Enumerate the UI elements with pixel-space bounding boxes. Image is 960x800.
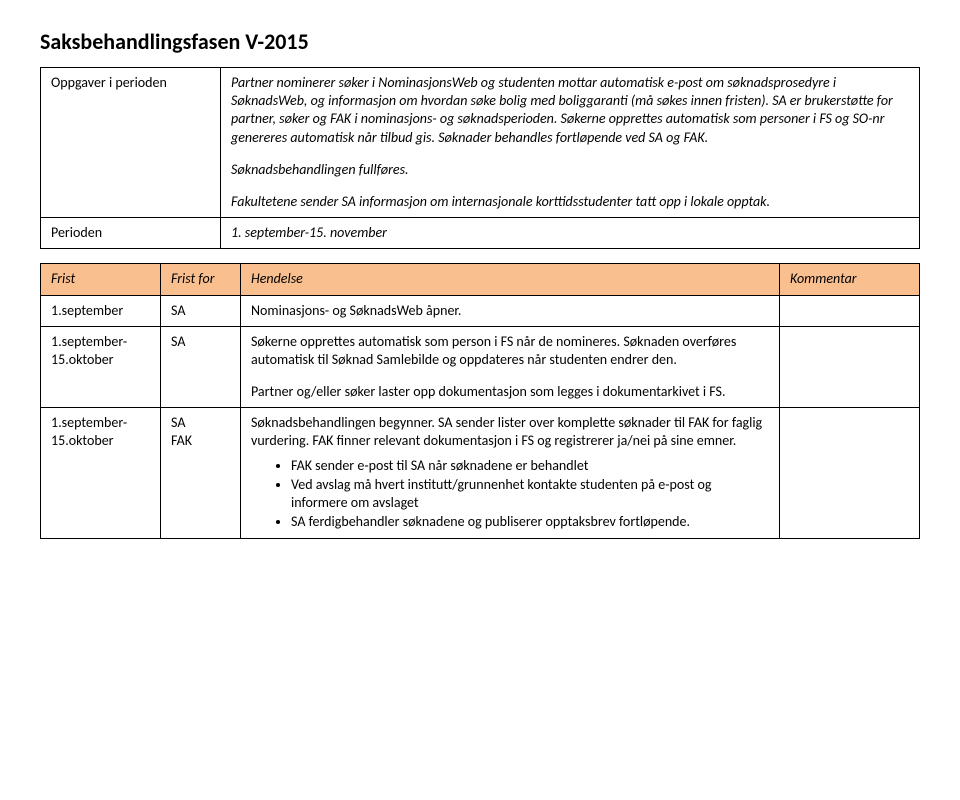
col-frist-for: Frist for <box>161 264 241 295</box>
cell-kommentar <box>780 295 920 326</box>
table-row: Perioden 1. september-15. november <box>41 218 920 249</box>
col-frist: Frist <box>41 264 161 295</box>
cell-frist-for: SA <box>161 295 241 326</box>
cell-hendelse: Nominasjons- og SøknadsWeb åpner. <box>241 295 780 326</box>
overview-period-value: 1. september-15. november <box>221 218 920 249</box>
list-item: SA ferdigbehandler søknadene og publiser… <box>291 513 769 531</box>
hendelse-p2: Partner og/eller søker laster opp dokume… <box>251 383 769 401</box>
overview-period-label: Perioden <box>41 218 221 249</box>
table-row: Oppgaver i perioden Partner nominerer sø… <box>41 68 920 218</box>
cell-frist: 1.september-15.oktober <box>41 326 161 408</box>
cell-kommentar <box>780 408 920 539</box>
list-item: FAK sender e-post til SA når søknadene e… <box>291 457 769 475</box>
hendelse-p1: Søkerne opprettes automatisk som person … <box>251 333 769 369</box>
cell-frist-for: SA <box>161 326 241 408</box>
overview-tasks-label: Oppgaver i perioden <box>41 68 221 218</box>
cell-hendelse: Søknadsbehandlingen begynner. SA sender … <box>241 408 780 539</box>
cell-hendelse: Søkerne opprettes automatisk som person … <box>241 326 780 408</box>
overview-p3: Fakultetene sender SA informasjon om int… <box>231 193 909 211</box>
table-row: 1.september-15.oktober SA Søkerne oppret… <box>41 326 920 408</box>
hendelse-intro: Søknadsbehandlingen begynner. SA sender … <box>251 414 769 450</box>
schedule-header-row: Frist Frist for Hendelse Kommentar <box>41 264 920 295</box>
table-row: 1.september-15.oktober SA FAK Søknadsbeh… <box>41 408 920 539</box>
cell-kommentar <box>780 326 920 408</box>
schedule-table: Frist Frist for Hendelse Kommentar 1.sep… <box>40 263 920 539</box>
overview-tasks-text: Partner nominerer søker i NominasjonsWeb… <box>221 68 920 218</box>
overview-table: Oppgaver i perioden Partner nominerer sø… <box>40 67 920 249</box>
cell-frist-for: SA FAK <box>161 408 241 539</box>
frist-for-line1: SA <box>171 414 185 431</box>
col-hendelse: Hendelse <box>241 264 780 295</box>
frist-for-line2: FAK <box>171 432 192 449</box>
table-row: 1.september SA Nominasjons- og SøknadsWe… <box>41 295 920 326</box>
col-kommentar: Kommentar <box>780 264 920 295</box>
overview-p1: Partner nominerer søker i NominasjonsWeb… <box>231 74 909 147</box>
overview-p2: Søknadsbehandlingen fullføres. <box>231 161 909 179</box>
cell-frist: 1.september-15.oktober <box>41 408 161 539</box>
cell-frist: 1.september <box>41 295 161 326</box>
page-title: Saksbehandlingsfasen V-2015 <box>40 28 920 55</box>
list-item: Ved avslag må hvert institutt/grunnenhet… <box>291 476 769 512</box>
hendelse-bullets: FAK sender e-post til SA når søknadene e… <box>251 457 769 532</box>
